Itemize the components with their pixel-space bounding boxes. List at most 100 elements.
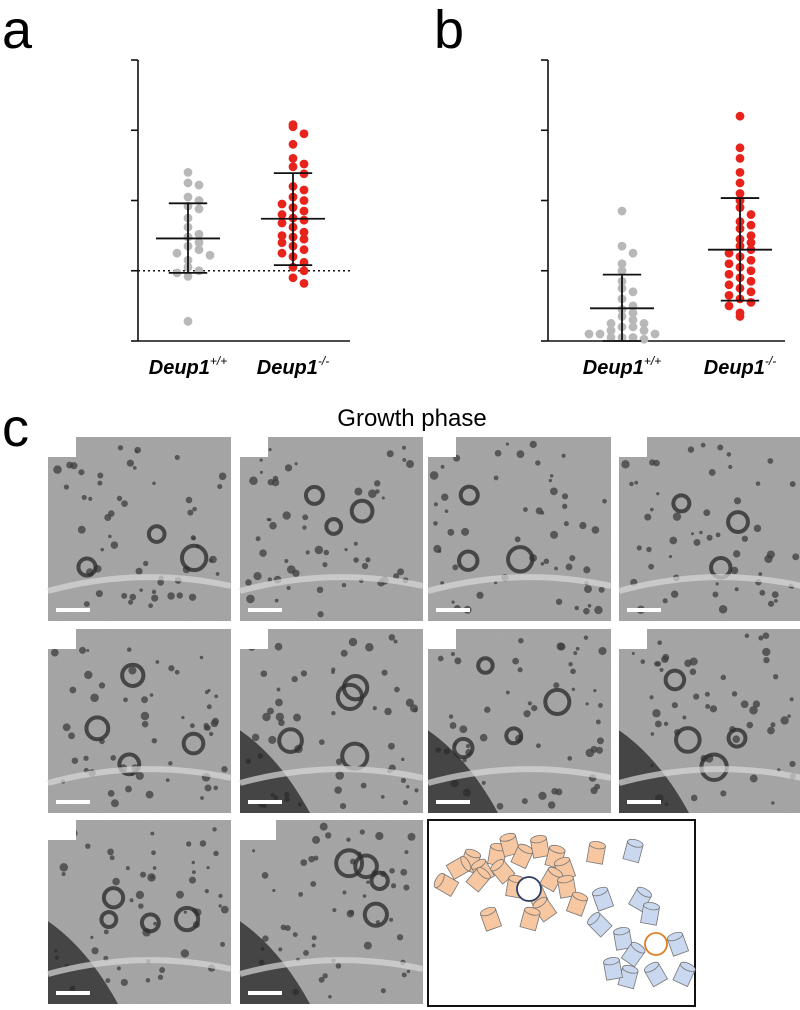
cylinder-top	[524, 906, 541, 916]
em-vesicle	[493, 475, 499, 481]
em-vesicle	[709, 705, 718, 713]
em-vesicle	[402, 800, 409, 806]
em-vesicle	[621, 460, 630, 469]
em-vesicle	[746, 721, 754, 729]
parent-centriole-blue-ring	[516, 876, 542, 902]
em-vesicle	[84, 670, 93, 680]
em-vesicle	[554, 566, 558, 571]
em-vesicle	[567, 756, 573, 761]
em-vesicle	[602, 498, 607, 504]
data-point	[299, 215, 309, 225]
em-membrane	[239, 766, 424, 786]
em-centriole-ring	[362, 901, 389, 928]
cylinder-top	[627, 838, 644, 848]
data-point	[288, 153, 298, 163]
em-tile-label-bg	[240, 820, 276, 840]
em-vesicle	[440, 581, 445, 585]
em-vesicle	[85, 843, 91, 849]
em-vesicle	[448, 714, 454, 719]
em-vesicle	[107, 789, 115, 797]
em-vesicle	[78, 469, 85, 476]
em-vesicle	[267, 707, 274, 715]
em-vesicle	[451, 600, 455, 604]
daughter-centriole-orange	[530, 835, 550, 859]
em-centriole-ring	[324, 517, 344, 536]
em-vesicle	[77, 525, 86, 534]
em-vesicle	[733, 497, 742, 505]
em-vesicle	[91, 947, 99, 955]
em-vesicle	[220, 941, 226, 947]
em-centriole-ring	[173, 905, 201, 933]
em-vesicle	[262, 712, 271, 722]
em-membrane	[618, 574, 800, 594]
em-vesicle	[575, 646, 580, 651]
em-vesicle	[151, 594, 159, 602]
em-vesicle	[596, 737, 604, 745]
em-vesicle	[452, 564, 459, 571]
em-nucleus-region	[428, 730, 498, 813]
em-vesicle	[573, 651, 578, 656]
em-centriole-ring	[369, 870, 390, 891]
em-vesicle	[476, 591, 484, 599]
em-vesicle	[199, 840, 207, 847]
em-vesicle	[384, 707, 392, 716]
em-vesicle	[753, 524, 762, 533]
em-vesicle	[401, 757, 405, 761]
cylinder-top	[680, 961, 696, 972]
em-vesicle	[185, 496, 193, 504]
em-vesicle	[505, 442, 510, 446]
category-genotype: -/-	[318, 354, 329, 368]
em-vesicle	[252, 849, 256, 853]
em-vesicle	[253, 571, 262, 581]
em-vesicle	[693, 693, 700, 700]
cylinder-top	[553, 856, 570, 867]
em-vesicle	[126, 459, 135, 467]
em-vesicle	[563, 521, 569, 527]
em-vesicle	[71, 757, 79, 764]
em-vesicle	[98, 682, 106, 689]
em-vesicle	[414, 788, 419, 793]
em-vesicle	[259, 458, 263, 462]
em-centriole-ring	[726, 727, 748, 749]
em-vesicle	[646, 546, 652, 553]
em-vesicle	[353, 557, 359, 563]
em-centriole-ring	[458, 484, 480, 506]
em-vesicle	[656, 492, 660, 496]
em-centriole-ring	[504, 726, 524, 746]
em-centriole-ring	[101, 886, 126, 910]
em-vesicle	[110, 799, 119, 808]
em-vesicle	[303, 949, 309, 956]
em-vesicle	[755, 481, 761, 486]
em-vesicle	[300, 670, 308, 677]
data-point	[277, 199, 287, 209]
em-vesicle	[531, 704, 538, 712]
em-vesicle	[208, 731, 214, 737]
em-vesicle	[758, 635, 764, 641]
em-vesicle	[121, 592, 128, 599]
em-vesicle	[83, 755, 89, 761]
data-point	[628, 315, 638, 325]
em-vesicle	[88, 496, 93, 501]
em-vesicle	[684, 659, 692, 668]
em-vesicle	[274, 642, 283, 651]
category-gene: Deup1	[583, 357, 644, 379]
data-point	[628, 322, 638, 332]
data-point	[299, 266, 309, 276]
em-vesicle	[479, 733, 488, 742]
data-point	[183, 271, 193, 281]
em-vesicle	[380, 988, 386, 994]
em-vesicle	[654, 720, 662, 728]
em-centriole-ring	[506, 545, 535, 574]
cylinder-top	[557, 875, 574, 884]
em-vesicle	[292, 569, 300, 577]
em-vesicle	[300, 859, 308, 866]
em-vesicle	[568, 662, 573, 667]
em-vesicle	[86, 649, 90, 653]
em-vesicle	[134, 449, 138, 453]
em-vesicle	[381, 496, 385, 500]
em-vesicle	[116, 966, 121, 971]
data-point	[194, 238, 204, 248]
em-centriole-ring	[303, 484, 325, 506]
em-vesicle	[109, 855, 115, 861]
em-vesicle	[191, 870, 196, 875]
